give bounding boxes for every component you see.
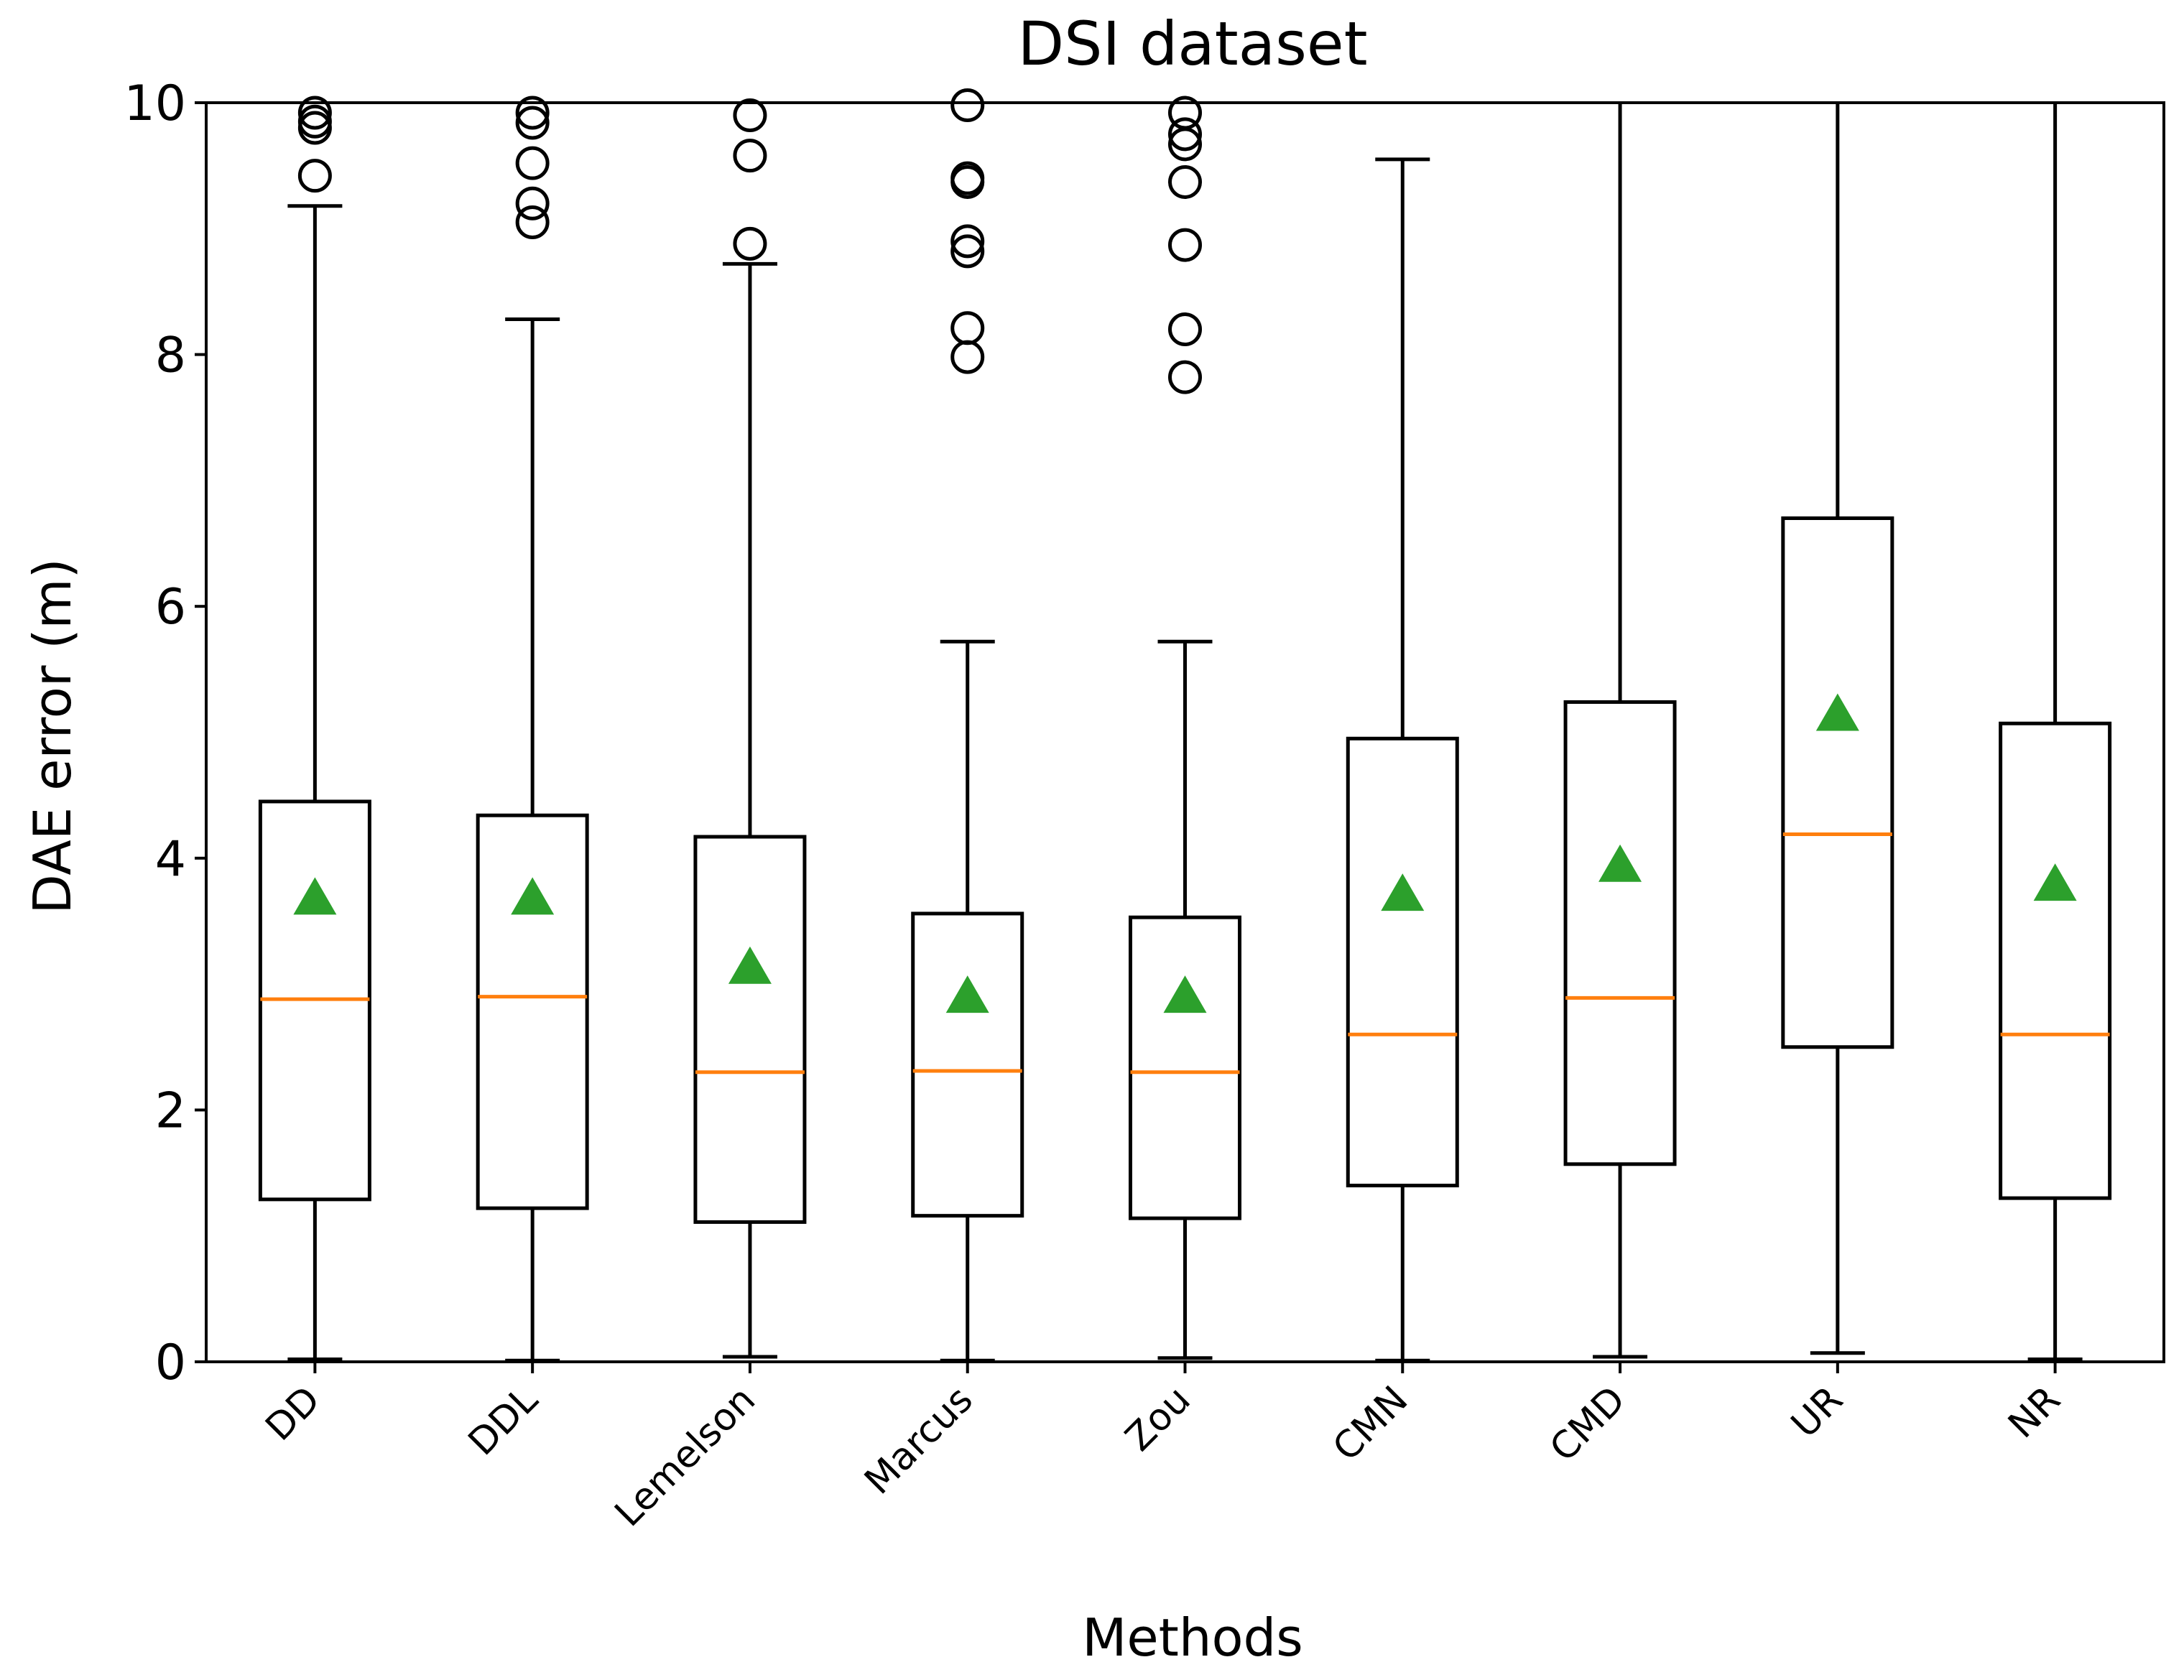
box-ddl	[476, 813, 589, 1210]
x-tick-label-ur: UR	[1783, 1378, 1851, 1447]
chart-title: DSI dataset	[1017, 9, 1367, 79]
y-tick-label-0: 0	[155, 1335, 186, 1391]
outlier-ddl-2	[515, 146, 550, 180]
box-ur	[1781, 516, 1894, 1049]
x-tick-label-nr: NR	[2000, 1378, 2068, 1447]
y-tick-label-8: 8	[155, 328, 186, 384]
outlier-lemelson-2	[733, 98, 767, 133]
box-nr	[1999, 721, 2112, 1200]
y-tick-label-2: 2	[155, 1082, 186, 1139]
mean-marker-ddl	[511, 877, 555, 915]
outlier-dd-3	[297, 96, 332, 130]
outlier-zou-2	[1168, 228, 1202, 262]
mean-marker-ur	[1815, 693, 1859, 731]
outlier-ddl-1	[515, 186, 550, 221]
y-axis-label: DAE error (m)	[22, 558, 83, 914]
mean-marker-marcus	[945, 975, 989, 1013]
mean-marker-cmd	[1598, 844, 1642, 882]
outlier-zou-1	[1168, 312, 1202, 347]
outlier-lemelson-1	[733, 139, 767, 173]
mean-marker-dd	[293, 877, 337, 915]
outlier-marcus-1	[950, 311, 985, 345]
outlier-marcus-2	[950, 234, 985, 269]
outlier-zou-6	[1168, 96, 1202, 130]
x-tick-label-marcus: Marcus	[856, 1378, 981, 1503]
mean-marker-lemelson	[728, 946, 772, 984]
outlier-zou-5	[1168, 117, 1202, 152]
outlier-marcus-0	[950, 340, 985, 374]
axes-frame	[205, 101, 2165, 1363]
x-tick-label-ddl: DDL	[461, 1378, 547, 1465]
outlier-zou-0	[1168, 360, 1202, 394]
x-tick-label-zou: Zou	[1117, 1378, 1198, 1459]
x-tick-label-dd: DD	[258, 1378, 329, 1449]
box-lemelson	[693, 835, 807, 1224]
x-tick-label-cmn: CMN	[1325, 1378, 1416, 1470]
box-marcus	[911, 911, 1024, 1218]
box-zou	[1129, 915, 1241, 1220]
outlier-marcus-5	[950, 161, 985, 195]
outlier-ddl-4	[515, 96, 550, 130]
outlier-dd-0	[297, 159, 332, 193]
outlier-dd-2	[297, 104, 332, 139]
mean-marker-nr	[2033, 863, 2077, 901]
outlier-zou-3	[1168, 164, 1202, 199]
y-tick-label-10: 10	[124, 75, 186, 132]
y-tick-label-4: 4	[155, 831, 186, 888]
outlier-ddl-3	[515, 106, 550, 140]
mean-marker-cmn	[1381, 873, 1425, 911]
x-tick-label-cmd: CMD	[1542, 1378, 1634, 1470]
x-tick-label-lemelson: Lemelson	[607, 1378, 764, 1536]
outlier-marcus-6	[950, 88, 985, 123]
y-tick-label-6: 6	[155, 579, 186, 636]
box-cmd	[1563, 700, 1677, 1166]
plot-area: 0 2 4 6 8 10 DD DDL Lemelson Marcus Zou CMN CMD UR NR	[124, 75, 2112, 1536]
outlier-ddl-0	[515, 205, 550, 240]
box-cmn	[1346, 736, 1459, 1188]
mean-marker-zou	[1163, 975, 1207, 1013]
outlier-lemelson-0	[733, 226, 767, 261]
outlier-marcus-3	[950, 224, 985, 259]
x-axis-label: Methods	[1082, 1607, 1303, 1668]
